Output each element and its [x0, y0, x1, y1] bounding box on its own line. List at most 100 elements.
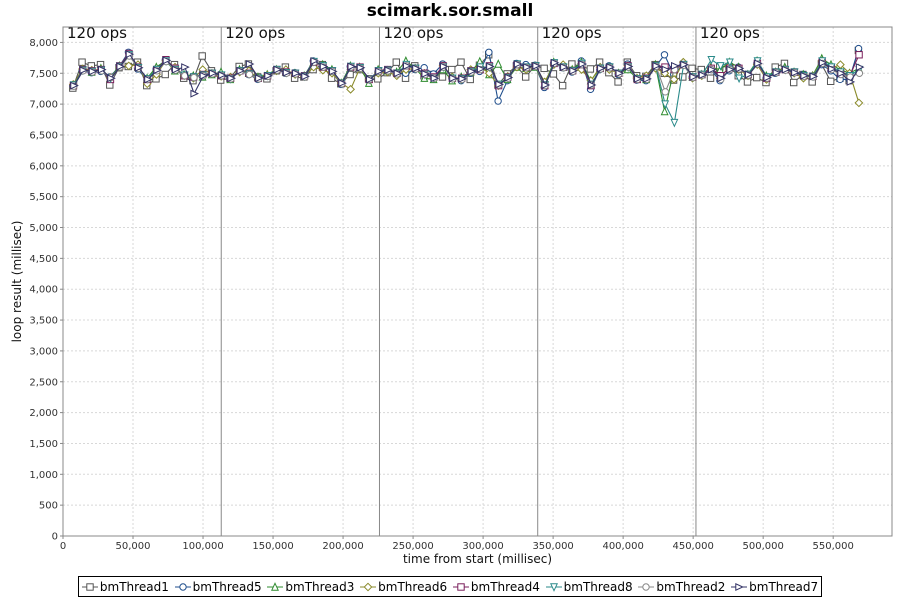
legend-swatch [81, 582, 98, 591]
data-point [466, 75, 474, 84]
data-point [716, 62, 725, 71]
data-point [495, 80, 505, 89]
data-point [107, 74, 116, 83]
data-point [439, 62, 449, 71]
data-point [292, 69, 301, 78]
legend-marker [271, 581, 280, 591]
data-point [273, 65, 283, 74]
data-point [846, 77, 856, 86]
series-bmThread7 [70, 50, 865, 98]
legend-swatch [267, 581, 284, 591]
data-point [818, 58, 828, 67]
data-point [124, 61, 134, 71]
legend-item: bmThread8 [545, 580, 633, 594]
data-point [781, 65, 791, 74]
data-point [532, 61, 541, 70]
data-point [467, 67, 477, 76]
data-point [706, 74, 715, 82]
y-axis-label: loop result (millisec) [10, 221, 24, 343]
data-point [763, 73, 773, 82]
y-tick-label: 1,000 [29, 470, 58, 481]
x-tick-label: 50,000 [116, 541, 151, 552]
y-tick-label: 2,000 [29, 408, 58, 419]
data-point [494, 97, 502, 105]
data-point [329, 67, 338, 76]
legend-label: bmThread5 [192, 579, 262, 594]
y-tick-label: 8,000 [29, 38, 58, 49]
phase-marker-label: 120 ops [225, 24, 285, 42]
legend-label: bmThread1 [99, 579, 169, 594]
plot-border [62, 26, 893, 537]
legend-label: bmThread3 [285, 579, 355, 594]
data-point [614, 78, 622, 86]
legend-item: bmThread2 [638, 580, 725, 594]
data-point [448, 65, 456, 74]
data-point [392, 58, 400, 66]
data-point [181, 63, 190, 72]
y-tick-label: 4,000 [29, 285, 58, 296]
data-point [744, 70, 754, 79]
x-tick-label: 250,000 [392, 541, 433, 552]
legend-label: bmThread2 [656, 579, 726, 594]
x-tick-label: 200,000 [322, 541, 363, 552]
data-point [643, 74, 652, 83]
data-point [319, 62, 329, 71]
data-point [523, 63, 532, 72]
data-point [504, 73, 514, 82]
data-point [476, 64, 486, 73]
data-point [513, 60, 523, 69]
x-tick-label: 300,000 [462, 541, 503, 552]
legend-item: bmThread3 [267, 580, 354, 594]
data-point [347, 62, 357, 71]
data-point [652, 61, 662, 70]
data-point [855, 51, 863, 59]
legend-marker [642, 582, 651, 591]
data-point [550, 58, 560, 67]
legend-item: bmThread1 [81, 579, 169, 594]
data-point [393, 69, 403, 78]
data-point [660, 106, 669, 116]
data-point [587, 81, 597, 89]
y-tick-label: 4,500 [29, 254, 58, 265]
data-point [743, 78, 752, 86]
data-point [854, 98, 864, 108]
data-point [88, 67, 98, 76]
data-point [521, 73, 530, 81]
y-tick-label: 5,000 [29, 223, 58, 234]
data-point [366, 75, 375, 84]
data-point [458, 74, 468, 83]
data-point [754, 59, 763, 68]
data-point [384, 66, 394, 75]
y-tick-label: 5,500 [29, 192, 58, 203]
data-point [153, 66, 163, 75]
phase-marker-label: 120 ops [67, 24, 127, 42]
data-point [162, 56, 172, 65]
data-point [725, 58, 734, 68]
data-point [828, 64, 837, 73]
legend-swatch [452, 582, 469, 591]
data-point [245, 70, 254, 79]
x-tick-label: 0 [60, 541, 66, 552]
data-point [375, 67, 384, 76]
legend-item: bmThread6 [360, 580, 447, 594]
y-tick-label: 2,500 [29, 377, 58, 388]
x-tick-label: 150,000 [252, 541, 293, 552]
data-point [671, 61, 680, 70]
data-point [190, 73, 198, 82]
data-point [301, 72, 310, 81]
data-point [78, 58, 86, 66]
x-axis-label: time from start (millisec) [403, 552, 552, 566]
data-point [356, 63, 366, 72]
data-point [338, 79, 347, 88]
data-point [485, 48, 493, 56]
data-point [661, 100, 670, 110]
data-point [854, 44, 863, 53]
data-point [558, 81, 567, 90]
data-point [707, 65, 717, 74]
data-point [670, 118, 679, 128]
data-point [199, 71, 209, 80]
data-point [218, 71, 227, 80]
data-point [680, 60, 689, 69]
y-tick-label: 7,500 [29, 69, 58, 80]
